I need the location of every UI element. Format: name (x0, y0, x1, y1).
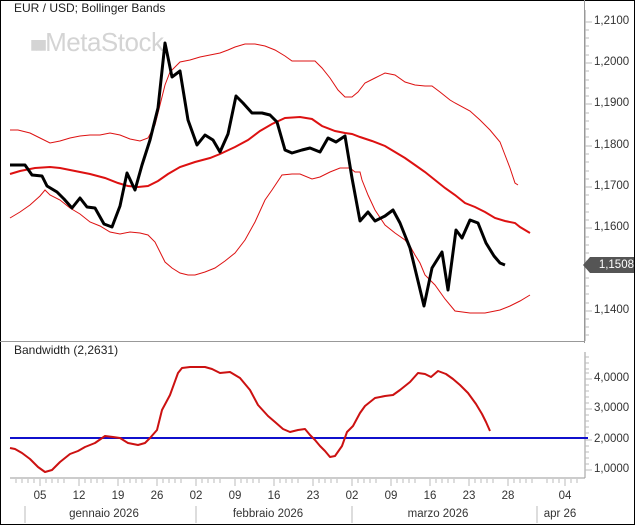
indicator-axis-ticks (585, 356, 592, 471)
month-label-february: febbraio 2026 (232, 508, 304, 520)
chart-title: EUR / USD; Bollinger Bands (14, 1, 166, 15)
month-separators (24, 506, 538, 523)
price-line (10, 41, 506, 308)
date-label: 19 (111, 490, 125, 502)
date-label: 26 (150, 490, 164, 502)
month-label-march: marzo 2026 (407, 508, 469, 520)
price-axis-ticks (585, 21, 592, 336)
month-label-april: apr 26 (543, 508, 577, 520)
price-tick-label: 1,1600 (594, 221, 630, 233)
date-label: 28 (501, 490, 515, 502)
bandwidth-tick-label: 2,0000 (594, 433, 630, 445)
middle-band-line (9, 115, 531, 234)
date-label: 23 (306, 490, 320, 502)
last-price-tag: 1,1508 (583, 257, 634, 273)
bandwidth-tick-label: 1,0000 (594, 463, 630, 475)
bandwidth-line (9, 366, 491, 473)
lower-band-line (9, 167, 531, 314)
date-label: 09 (384, 490, 398, 502)
price-tick-label: 1,1400 (594, 304, 630, 316)
price-tick-label: 1,1800 (594, 139, 630, 151)
date-label: 12 (72, 490, 86, 502)
date-label: 16 (423, 490, 437, 502)
date-label: 09 (228, 490, 242, 502)
date-label: 02 (345, 490, 359, 502)
date-label: 04 (558, 490, 572, 502)
date-label: 05 (33, 490, 47, 502)
watermark-text: MetaStock (45, 27, 164, 57)
x-axis-ticks (15, 479, 578, 486)
price-tick-label: 1,1900 (594, 97, 630, 109)
upper-band-line (10, 43, 519, 186)
indicator-panel (0, 342, 585, 343)
logo-bars-icon: ▮▮▮ (30, 36, 47, 52)
month-label-january: gennaio 2026 (69, 508, 139, 520)
price-tick-label: 1,1700 (594, 180, 630, 192)
date-label: 02 (189, 490, 203, 502)
date-label: 23 (462, 490, 476, 502)
date-label: 16 (267, 490, 281, 502)
price-tick-label: 1,2100 (594, 15, 630, 27)
metastock-watermark: ▮▮▮MetaStock (30, 27, 164, 58)
price-tick-label: 1,2000 (594, 56, 630, 68)
bandwidth-tick-label: 4,0000 (594, 372, 630, 384)
bandwidth-tick-label: 3,0000 (594, 402, 630, 414)
indicator-title: Bandwidth (2,2631) (14, 343, 119, 357)
